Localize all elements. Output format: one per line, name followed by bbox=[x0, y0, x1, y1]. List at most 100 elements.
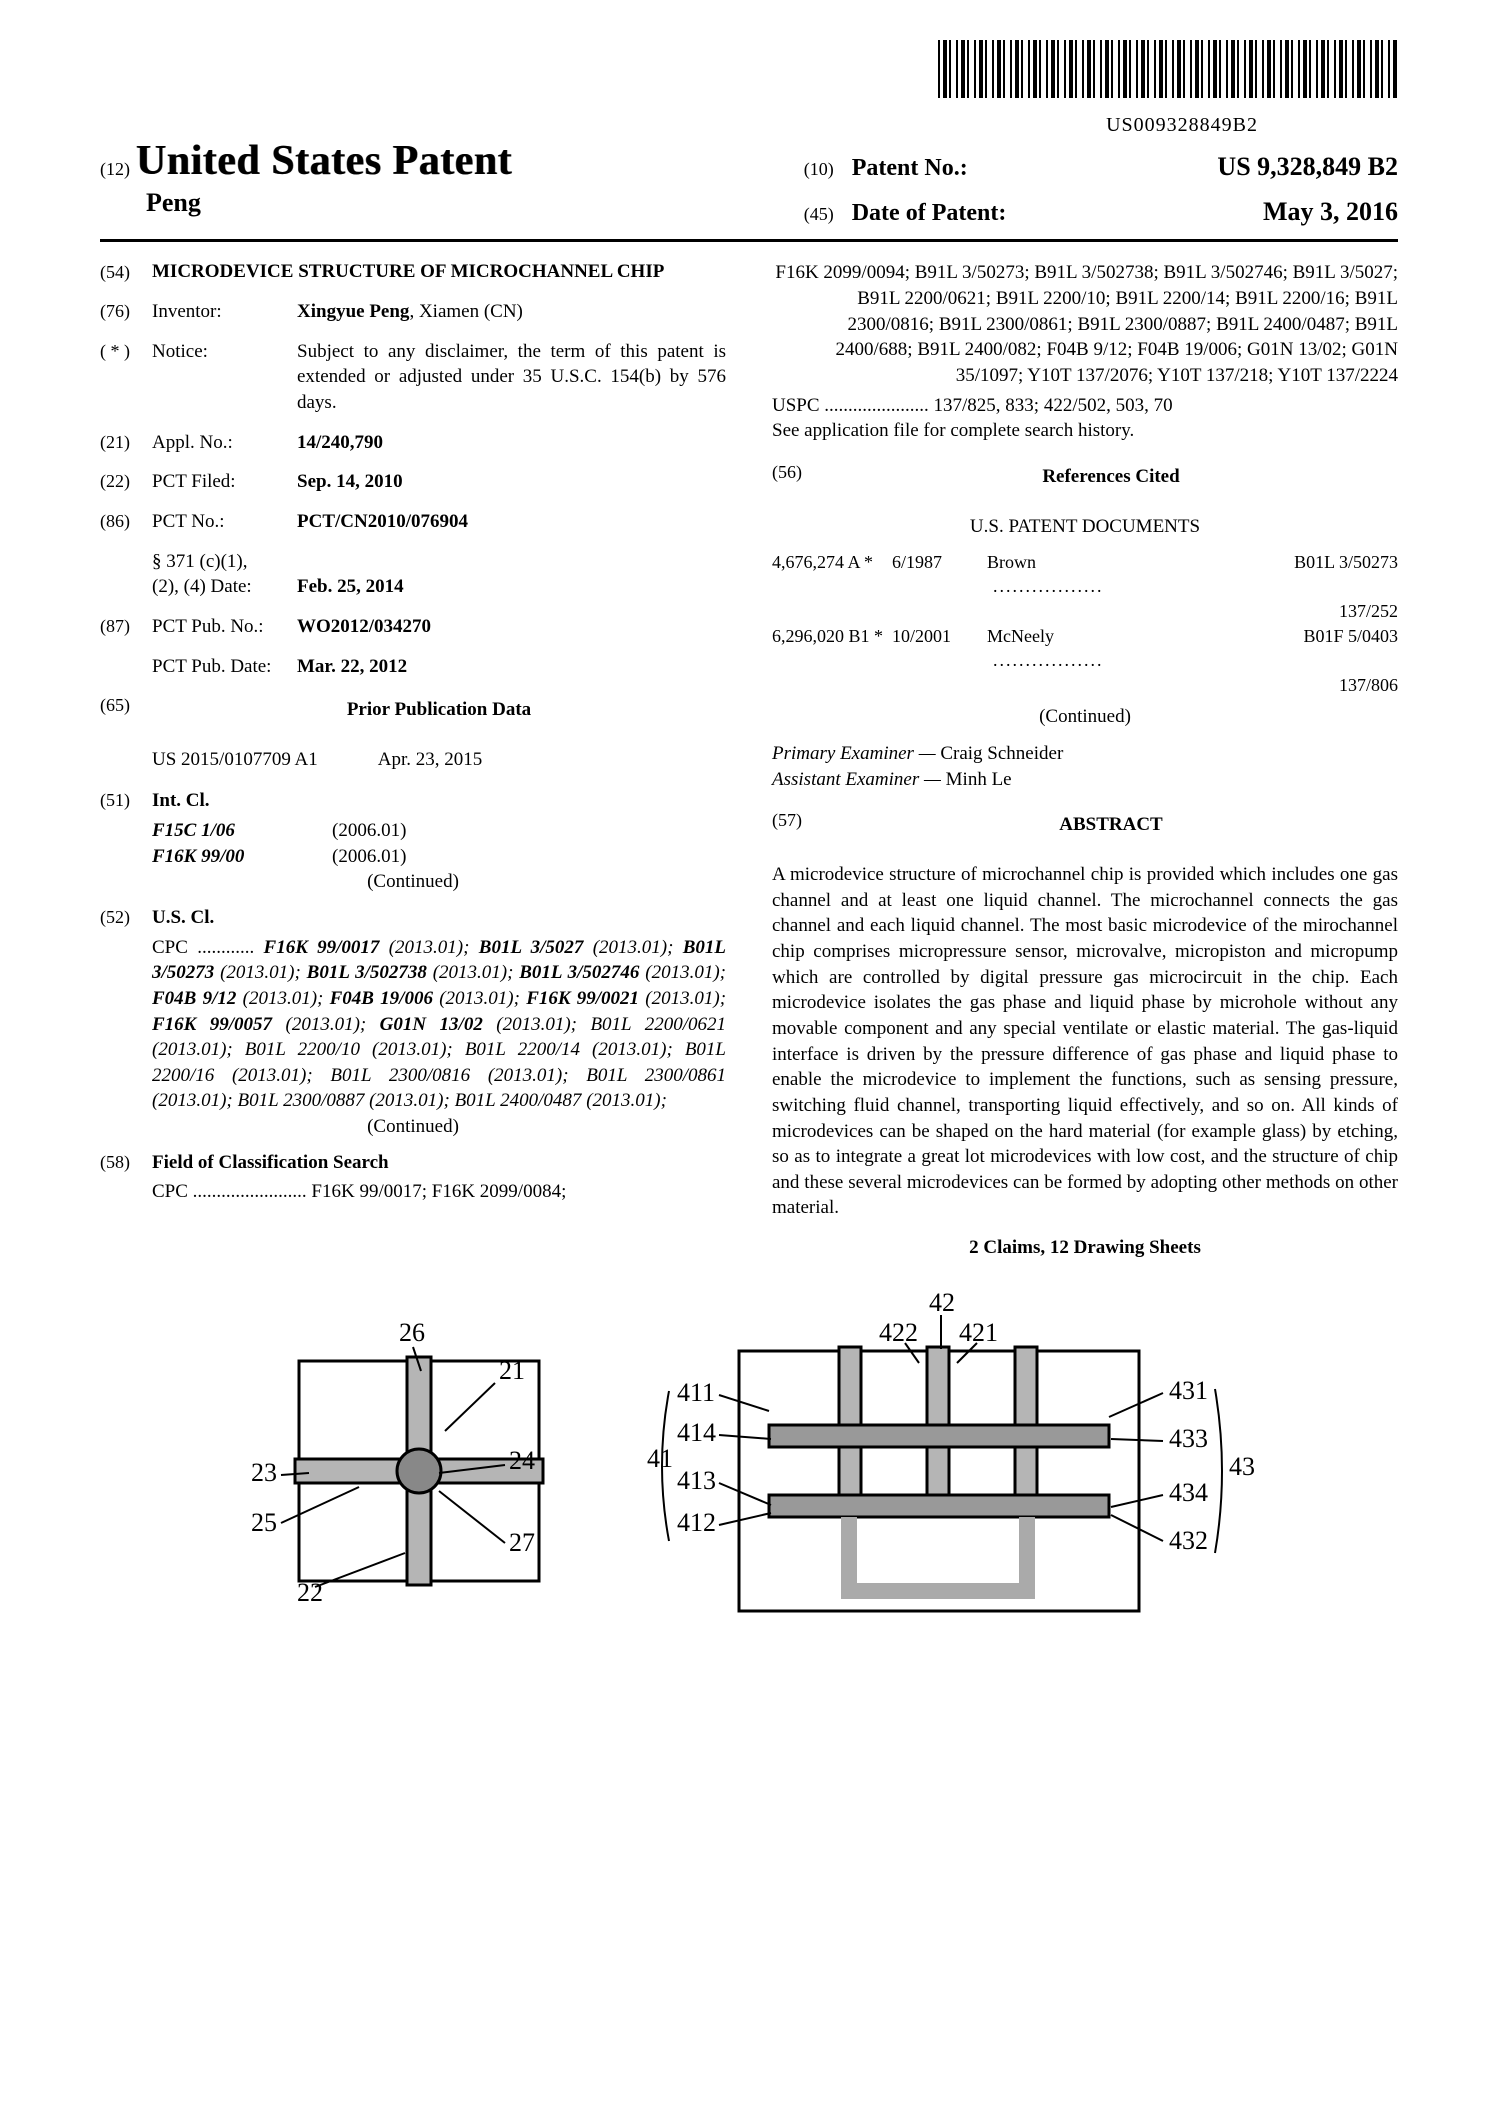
document-header: (12) United States Patent Peng (10) Pate… bbox=[100, 139, 1398, 230]
fcs-code: (58) bbox=[100, 1150, 152, 1176]
barcode-graphic bbox=[938, 40, 1398, 98]
uscl-label: U.S. Cl. bbox=[152, 905, 726, 931]
cpc-lead: CPC ............ bbox=[152, 937, 254, 958]
s371-date-label: (2), (4) Date: bbox=[152, 574, 297, 600]
fcs-label: Field of Classification Search bbox=[152, 1150, 726, 1176]
intcl-label: Int. Cl. bbox=[152, 788, 726, 814]
patent-no-label: Patent No.: bbox=[852, 152, 1032, 184]
intcl-ver-2: (2006.01) bbox=[332, 844, 406, 870]
classification-block: F16K 2099/0094; B91L 3/50273; B91L 3/502… bbox=[772, 260, 1398, 388]
patent-figures: 26 21 24 27 23 25 22 bbox=[199, 1291, 1299, 1631]
uspc-line: USPC ...................... 137/825, 833… bbox=[772, 393, 1398, 419]
right-column: F16K 2099/0094; B91L 3/50273; B91L 3/502… bbox=[772, 260, 1398, 1260]
intcl-row: F15C 1/06 (2006.01) bbox=[152, 818, 726, 844]
patent-no-code: (10) bbox=[804, 157, 852, 181]
fig-label: 22 bbox=[297, 1578, 323, 1607]
abstract-code: (57) bbox=[772, 808, 824, 848]
appl-label: Appl. No.: bbox=[152, 430, 297, 456]
references-code: (56) bbox=[772, 460, 824, 500]
notice-code: ( * ) bbox=[100, 339, 152, 416]
fig-label: 41 bbox=[647, 1444, 673, 1473]
patent-date-label: Date of Patent: bbox=[852, 197, 1032, 229]
notice-label: Notice: bbox=[152, 339, 297, 416]
appl-no: 14/240,790 bbox=[297, 430, 726, 456]
ref-class: B01F 5/0403 bbox=[1097, 625, 1398, 672]
pub-date-label: PCT Pub. Date: bbox=[152, 654, 297, 680]
fig-label: 432 bbox=[1169, 1526, 1208, 1555]
ref-date: 10/2001 bbox=[892, 625, 987, 672]
intcl-row: F16K 99/00 (2006.01) bbox=[152, 844, 726, 870]
intcl-code-2: F16K 99/00 bbox=[152, 844, 332, 870]
fig-label: 42 bbox=[929, 1291, 955, 1317]
continued-label: (Continued) bbox=[100, 869, 726, 895]
prior-pub-no: US 2015/0107709 A1 bbox=[152, 747, 318, 773]
reference-row: 6,296,020 B1 * 10/2001 McNeely B01F 5/04… bbox=[772, 625, 1398, 672]
left-column: (54) MICRODEVICE STRUCTURE OF MICROCHANN… bbox=[100, 260, 726, 1260]
prior-pub-date: Apr. 23, 2015 bbox=[378, 747, 483, 773]
fig-label: 27 bbox=[509, 1528, 535, 1557]
s371-date: Feb. 25, 2014 bbox=[297, 574, 726, 600]
pctno-label: PCT No.: bbox=[152, 509, 297, 535]
assistant-examiner: Assistant Examiner — Minh Le bbox=[772, 767, 1398, 793]
body-columns: (54) MICRODEVICE STRUCTURE OF MICROCHANN… bbox=[100, 260, 1398, 1260]
notice-text: Subject to any disclaimer, the term of t… bbox=[297, 339, 726, 416]
uspat-docs-title: U.S. PATENT DOCUMENTS bbox=[772, 514, 1398, 540]
pub-label: PCT Pub. No.: bbox=[152, 614, 297, 640]
title-code: (54) bbox=[100, 260, 152, 285]
pct-number: PCT/CN2010/076904 bbox=[297, 509, 726, 535]
barcode-region bbox=[100, 40, 1398, 106]
header-rule bbox=[100, 239, 1398, 242]
continued-label-2: (Continued) bbox=[100, 1114, 726, 1140]
fcs-cpc: CPC ........................ F16K 99/001… bbox=[152, 1179, 726, 1205]
inventor-surname: Peng bbox=[146, 185, 754, 220]
cpc-text: CPC ............ F16K 99/0017 (2013.01);… bbox=[152, 935, 726, 1114]
primary-examiner: Primary Examiner — Craig Schneider bbox=[772, 741, 1398, 767]
intcl-code-1: F15C 1/06 bbox=[152, 818, 332, 844]
pub-no: WO2012/034270 bbox=[297, 614, 726, 640]
ref-num: 6,296,020 B1 * bbox=[772, 625, 892, 672]
fig-label: 414 bbox=[677, 1418, 716, 1447]
inventor-code: (76) bbox=[100, 299, 152, 325]
fig-label: 413 bbox=[677, 1466, 716, 1495]
continued-label-3: (Continued) bbox=[772, 704, 1398, 730]
references-title: References Cited bbox=[824, 464, 1398, 490]
fig-label: 25 bbox=[251, 1508, 277, 1537]
inventor-label: Inventor: bbox=[152, 299, 297, 325]
prior-pub-line: US 2015/0107709 A1 Apr. 23, 2015 bbox=[152, 747, 726, 773]
patent-date: May 3, 2016 bbox=[1032, 194, 1398, 229]
fig-label: 23 bbox=[251, 1458, 277, 1487]
intcl-ver-1: (2006.01) bbox=[332, 818, 406, 844]
appl-code: (21) bbox=[100, 430, 152, 456]
pub-date: Mar. 22, 2012 bbox=[297, 654, 726, 680]
usp-title: United States Patent bbox=[136, 139, 512, 183]
pctno-code: (86) bbox=[100, 509, 152, 535]
pub-code: (87) bbox=[100, 614, 152, 640]
ref-class: B01L 3/50273 bbox=[1097, 551, 1398, 598]
ref-name: Brown bbox=[987, 551, 1097, 598]
reference-sub: 137/252 bbox=[772, 600, 1398, 623]
fig-label: 431 bbox=[1169, 1376, 1208, 1405]
ref-num: 4,676,274 A * bbox=[772, 551, 892, 598]
patent-no: US 9,328,849 B2 bbox=[1032, 149, 1398, 184]
fig-label: 21 bbox=[499, 1356, 525, 1385]
fig-label: 434 bbox=[1169, 1478, 1208, 1507]
fig-label: 421 bbox=[959, 1318, 998, 1347]
document-type-code: (12) bbox=[100, 139, 130, 181]
invention-title: MICRODEVICE STRUCTURE OF MICROCHANNEL CH… bbox=[152, 260, 726, 285]
filed-date: Sep. 14, 2010 bbox=[297, 469, 726, 495]
claims-line: 2 Claims, 12 Drawing Sheets bbox=[772, 1235, 1398, 1261]
patent-date-code: (45) bbox=[804, 202, 852, 226]
ref-date: 6/1987 bbox=[892, 551, 987, 598]
fig-label: 26 bbox=[399, 1318, 425, 1347]
s371-label: § 371 (c)(1), bbox=[152, 549, 297, 575]
barcode-number: US009328849B2 bbox=[100, 112, 1398, 139]
prior-pub-title: Prior Publication Data bbox=[152, 697, 726, 723]
reference-sub: 137/806 bbox=[772, 674, 1398, 697]
reference-row: 4,676,274 A * 6/1987 Brown B01L 3/50273 bbox=[772, 551, 1398, 598]
figures-region: 26 21 24 27 23 25 22 bbox=[100, 1291, 1398, 1639]
fig-label: 422 bbox=[879, 1318, 918, 1347]
fig-label: 433 bbox=[1169, 1424, 1208, 1453]
filed-code: (22) bbox=[100, 469, 152, 495]
ref-name: McNeely bbox=[987, 625, 1097, 672]
abstract-text: A microdevice structure of microchannel … bbox=[772, 862, 1398, 1221]
